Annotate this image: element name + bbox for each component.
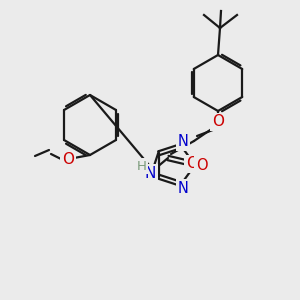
Text: O: O	[196, 158, 208, 172]
Text: O: O	[212, 115, 224, 130]
Text: H: H	[137, 160, 147, 172]
Text: N: N	[178, 134, 189, 149]
Text: N: N	[178, 181, 189, 196]
Text: O: O	[62, 152, 74, 167]
Text: O: O	[186, 157, 198, 172]
Text: N: N	[144, 166, 156, 181]
